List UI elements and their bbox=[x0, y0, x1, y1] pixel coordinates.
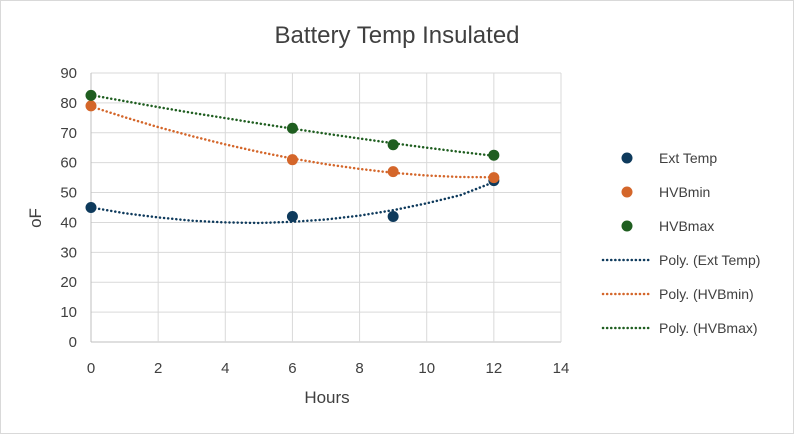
y-tick-label-80: 80 bbox=[60, 95, 77, 112]
x-tick-label-6: 6 bbox=[288, 360, 296, 377]
y-axis-label: oF bbox=[26, 208, 45, 228]
point-hvbmax-9 bbox=[387, 139, 399, 151]
point-hvbmax-0 bbox=[85, 89, 97, 101]
x-tick-label-12: 12 bbox=[486, 360, 503, 377]
y-tick-label-0: 0 bbox=[69, 334, 77, 351]
legend-label-poly-ext-temp: Poly. (Ext Temp) bbox=[659, 252, 760, 268]
tick-labels: 0 10 20 30 40 50 60 70 80 90 0 2 4 6 8 10 12 14 bbox=[60, 65, 569, 377]
y-tick-label-90: 90 bbox=[60, 65, 77, 82]
point-hvbmin-0 bbox=[85, 100, 97, 112]
y-tick-label-50: 50 bbox=[60, 185, 77, 202]
point-ext-temp-6 bbox=[286, 210, 298, 222]
legend-marker-hvbmax bbox=[621, 220, 633, 232]
legend-marker-hvbmin bbox=[621, 186, 633, 198]
x-tick-label-2: 2 bbox=[154, 360, 162, 377]
legend-marker-ext-temp bbox=[621, 152, 633, 164]
point-hvbmax-12 bbox=[488, 149, 500, 161]
legend-label-hvbmin: HVBmin bbox=[659, 184, 710, 200]
x-axis-label: Hours bbox=[304, 388, 349, 407]
y-tick-label-60: 60 bbox=[60, 155, 77, 172]
y-tick-label-10: 10 bbox=[60, 304, 77, 321]
x-tick-label-8: 8 bbox=[355, 360, 363, 377]
legend: Ext Temp HVBmin HVBmax Poly. (Ext Temp) Poly… bbox=[601, 150, 760, 336]
y-tick-label-30: 30 bbox=[60, 244, 77, 261]
legend-label-poly-hvbmax: Poly. (HVBmax) bbox=[659, 320, 758, 336]
legend-label-hvbmax: HVBmax bbox=[659, 218, 714, 234]
y-tick-label-20: 20 bbox=[60, 274, 77, 291]
x-tick-label-4: 4 bbox=[221, 360, 229, 377]
chart-title: Battery Temp Insulated bbox=[274, 22, 519, 49]
x-tick-label-14: 14 bbox=[553, 360, 570, 377]
gridlines bbox=[90, 72, 562, 343]
point-hvbmin-6 bbox=[286, 154, 298, 166]
point-hvbmin-9 bbox=[387, 166, 399, 178]
y-tick-label-40: 40 bbox=[60, 214, 77, 231]
point-ext-temp-9 bbox=[387, 210, 399, 222]
legend-label-ext-temp: Ext Temp bbox=[659, 150, 717, 166]
y-tick-label-70: 70 bbox=[60, 125, 77, 142]
x-tick-label-10: 10 bbox=[418, 360, 435, 377]
point-hvbmax-6 bbox=[286, 122, 298, 134]
data-points bbox=[85, 89, 500, 222]
legend-label-poly-hvbmin: Poly. (HVBmin) bbox=[659, 286, 754, 302]
x-tick-label-0: 0 bbox=[87, 360, 95, 377]
point-hvbmin-12 bbox=[488, 172, 500, 184]
point-ext-temp-0 bbox=[85, 202, 97, 213]
